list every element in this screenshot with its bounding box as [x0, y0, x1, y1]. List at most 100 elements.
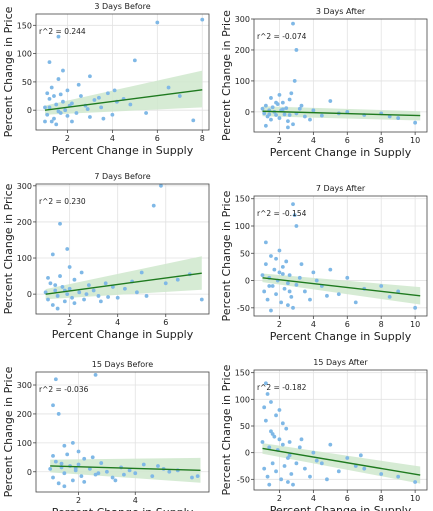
plot-frame: [253, 18, 428, 133]
data-point-23: [302, 289, 307, 294]
data-point-23: [302, 114, 307, 119]
data-point-5: [269, 254, 273, 258]
x-axis-label: Percent Change in Supply: [52, 328, 194, 341]
data-point-33: [396, 289, 401, 294]
data-point-42: [72, 301, 77, 306]
r-squared-annotation: r^2 = -0.182: [257, 383, 307, 392]
data-point-18: [291, 21, 295, 26]
data-point-26: [132, 58, 137, 63]
confidence-band: [50, 457, 201, 483]
data-point-20: [294, 224, 299, 228]
data-point-37: [286, 303, 290, 307]
x-tick-label: 6: [345, 136, 350, 145]
data-point-14: [45, 91, 50, 96]
data-point-49: [112, 88, 117, 93]
data-point-3: [265, 297, 270, 302]
y-axis-label: Percent Change in Price: [2, 183, 15, 314]
y-tick-label: 200: [17, 410, 32, 419]
y-tick-label: 50: [22, 78, 32, 87]
data-point-41: [106, 295, 110, 299]
data-point-14: [58, 221, 62, 226]
x-tick-label: 8: [200, 134, 205, 143]
x-tick-label: 8: [379, 494, 384, 503]
data-point-2: [263, 418, 268, 423]
data-point-16: [287, 273, 292, 277]
x-tick-label: 10: [410, 494, 420, 503]
data-point-21: [99, 105, 104, 110]
data-point-43: [267, 284, 272, 288]
data-point-2: [47, 96, 52, 101]
data-point-11: [70, 295, 74, 300]
x-axis-label: Percent Change in Supply: [270, 504, 412, 511]
data-point-36: [113, 478, 118, 483]
r-squared-annotation: r^2 = -0.074: [257, 32, 307, 41]
data-point-36: [277, 92, 282, 97]
data-point-8: [274, 292, 278, 297]
data-point-6: [270, 461, 275, 466]
data-point-34: [62, 484, 67, 489]
data-point-5: [62, 471, 67, 476]
data-point-4: [52, 116, 56, 121]
data-point-31: [200, 17, 205, 22]
x-tick-label: 8: [379, 136, 384, 145]
data-point-15: [286, 119, 290, 124]
data-point-8: [62, 299, 67, 304]
data-point-41: [122, 472, 126, 477]
data-point-13: [282, 112, 287, 117]
x-tick-label: 4: [311, 494, 316, 503]
data-point-20: [269, 400, 273, 404]
data-point-44: [280, 272, 285, 276]
data-point-44: [270, 432, 275, 436]
data-point-17: [82, 297, 86, 302]
data-point-27: [328, 442, 333, 447]
data-point-44: [144, 294, 149, 298]
data-point-12: [82, 456, 87, 461]
y-tick-label: 100: [17, 254, 32, 263]
y-tick-label: 0: [27, 106, 32, 115]
data-point-36: [277, 248, 282, 253]
data-point-22: [297, 275, 302, 280]
data-point-38: [51, 453, 55, 458]
data-point-21: [291, 122, 295, 127]
data-point-23: [110, 112, 115, 117]
data-point-17: [289, 295, 294, 299]
y-tick-label: 150: [17, 21, 32, 30]
data-point-1: [46, 297, 50, 302]
data-point-36: [88, 74, 92, 79]
data-point-35: [90, 455, 95, 460]
data-point-2: [263, 103, 268, 108]
data-point-10: [76, 462, 81, 467]
data-point-14: [284, 259, 289, 264]
x-axis-label: Percent Change in Supply: [270, 146, 412, 159]
y-tick-label: 300: [235, 15, 250, 24]
data-point-32: [413, 120, 418, 125]
data-point-24: [311, 270, 316, 275]
data-point-2: [53, 459, 58, 464]
data-point-0: [48, 466, 53, 471]
y-tick-label: 200: [235, 46, 250, 55]
data-point-11: [47, 60, 52, 64]
data-point-25: [319, 113, 324, 118]
data-point-1: [262, 111, 267, 116]
trend-line: [262, 110, 421, 117]
data-point-4: [53, 288, 58, 293]
x-axis-label: Percent Change in Supply: [52, 144, 194, 157]
plot-frame: [35, 13, 210, 131]
x-tick-label: 4: [110, 134, 115, 143]
data-point-22: [105, 469, 109, 474]
data-point-44: [167, 469, 172, 474]
data-point-32: [413, 305, 418, 310]
data-point-26: [139, 270, 144, 275]
data-point-44: [85, 107, 90, 111]
trend-line: [45, 272, 202, 295]
data-point-31: [387, 114, 392, 119]
panel-title: 3 Days Before: [94, 2, 150, 11]
data-point-41: [101, 116, 106, 121]
data-point-41: [274, 256, 278, 261]
r-squared-annotation: r^2 = 0.230: [39, 197, 86, 206]
data-point-12: [280, 265, 285, 269]
y-tick-label: -50: [237, 304, 250, 313]
y-tick-label: 300: [17, 182, 32, 191]
data-point-20: [93, 472, 98, 477]
panel-5: 2 4 0 100 200 300 15 Days Before r^2 = -0.036 Pe…: [2, 360, 210, 511]
